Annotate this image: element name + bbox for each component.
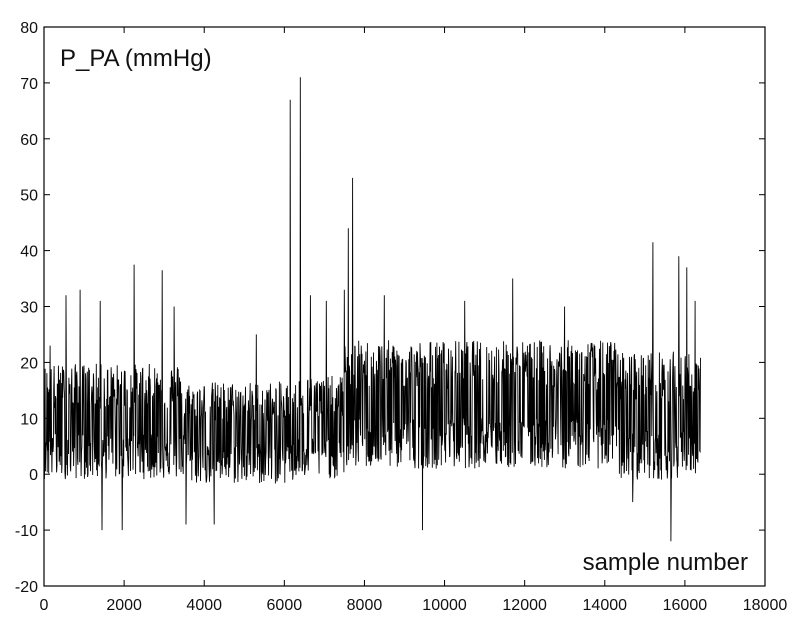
y-tick-label: 60 xyxy=(20,132,38,149)
x-tick-label: 0 xyxy=(40,597,49,614)
x-tick-label: 16000 xyxy=(663,597,708,614)
series-line-p-pa xyxy=(43,77,702,542)
x-tick-label: 4000 xyxy=(186,597,222,614)
x-tick-label: 6000 xyxy=(267,597,303,614)
x-axis-note-annotation: sample number xyxy=(583,549,748,576)
x-tick-label: 2000 xyxy=(106,597,142,614)
x-axis: 0 2000 4000 6000 8000 10000 12000 14000 16000 180… xyxy=(40,27,788,614)
plot-frame xyxy=(43,26,766,587)
x-tick-label: 10000 xyxy=(422,597,467,614)
y-tick-label: 0 xyxy=(29,467,38,484)
x-tick-label: 8000 xyxy=(347,597,383,614)
y-tick-label: 30 xyxy=(20,300,38,317)
y-tick-label: 70 xyxy=(20,76,38,93)
y-tick-label: -20 xyxy=(15,579,38,596)
y-tick-label: 50 xyxy=(20,188,38,205)
y-tick-label: 10 xyxy=(20,411,38,428)
y-tick-label: -10 xyxy=(15,523,38,540)
y-tick-label: 20 xyxy=(20,355,38,372)
y-axis: -20 -10 0 10 20 30 40 50 60 70 80 xyxy=(15,20,765,596)
y-tick-label: 40 xyxy=(20,244,38,261)
y-tick-label: 80 xyxy=(20,20,38,37)
series-layer xyxy=(43,77,702,542)
x-tick-label: 12000 xyxy=(502,597,547,614)
x-tick-label: 18000 xyxy=(743,597,788,614)
x-tick-label: 14000 xyxy=(583,597,628,614)
series-label-annotation: P_PA (mmHg) xyxy=(60,45,212,72)
